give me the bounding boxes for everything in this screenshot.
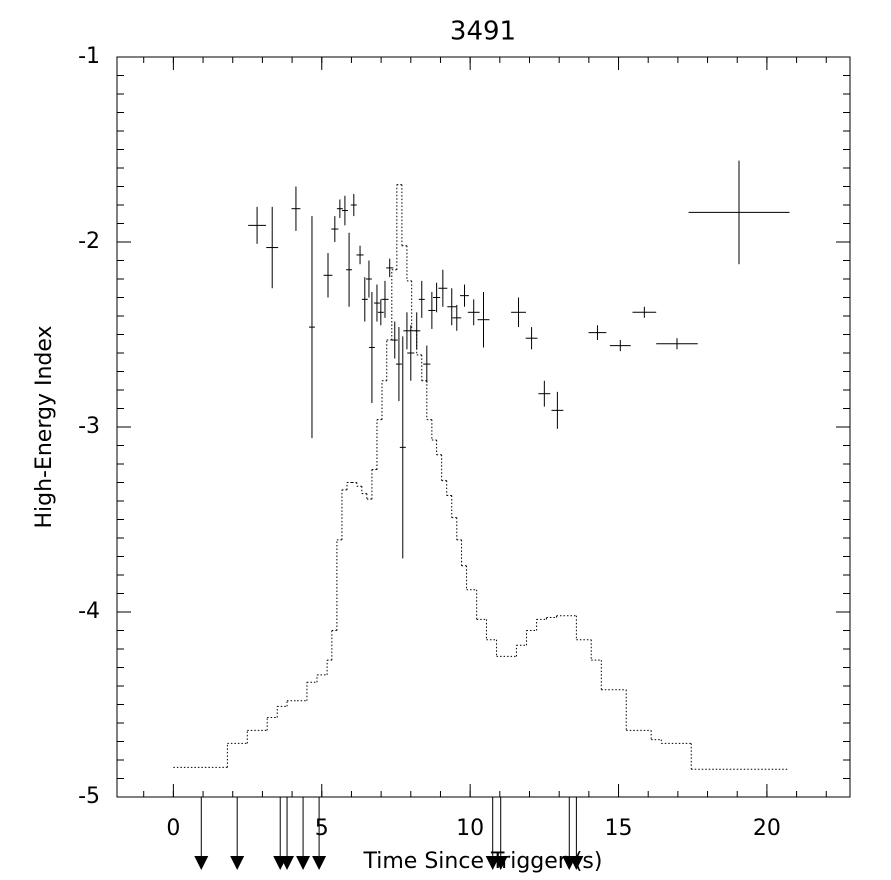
y-tick-label: -4 xyxy=(78,599,100,624)
y-tick-label: -1 xyxy=(78,44,100,69)
x-tick-label: 10 xyxy=(456,816,484,841)
arrow-head xyxy=(569,856,584,870)
arrow-head xyxy=(280,856,295,870)
arrow-head xyxy=(312,856,327,870)
y-axis-label: High-Energy Index xyxy=(32,325,57,528)
y-tick-label: -3 xyxy=(78,414,100,439)
y-tick-label: -2 xyxy=(78,229,100,254)
arrow-head xyxy=(296,856,311,870)
x-tick-label: 15 xyxy=(605,816,633,841)
arrow-head xyxy=(194,856,209,870)
arrow-head xyxy=(230,856,245,870)
x-tick-label: 5 xyxy=(315,816,329,841)
y-tick-label: -5 xyxy=(78,784,100,809)
chart-title: 3491 xyxy=(450,17,516,47)
x-tick-label: 0 xyxy=(166,816,180,841)
x-tick-label: 20 xyxy=(753,816,781,841)
x-axis-label: Time Since Trigger (s) xyxy=(363,849,603,874)
arrow-head xyxy=(493,856,508,870)
plot-frame xyxy=(116,56,851,798)
